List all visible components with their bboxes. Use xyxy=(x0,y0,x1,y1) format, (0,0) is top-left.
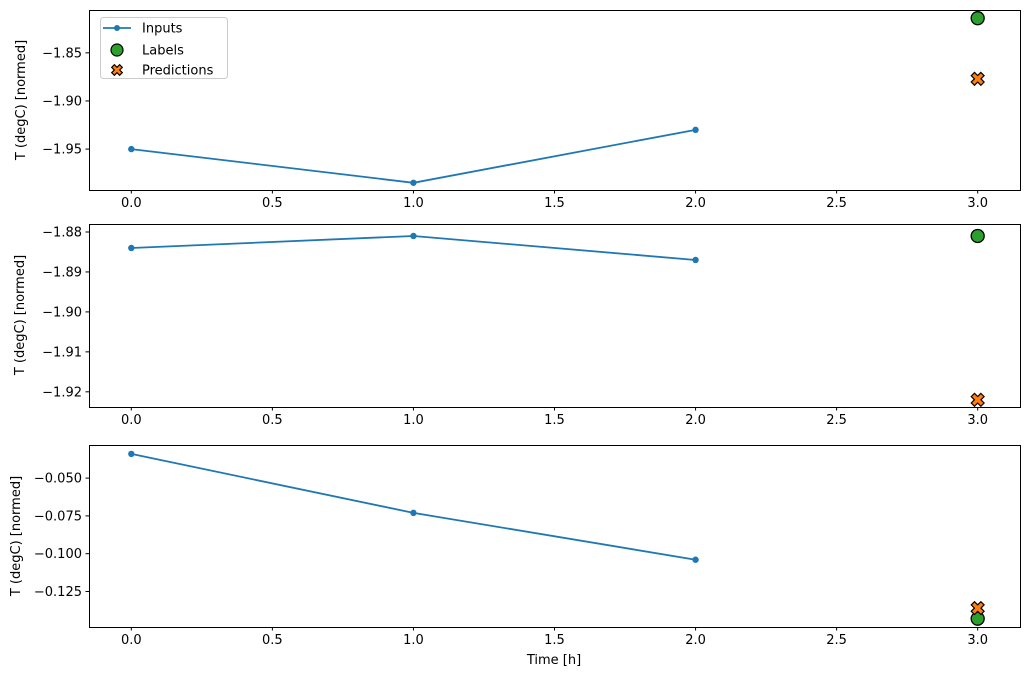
x-tick-label: 1.5 xyxy=(544,196,565,211)
y-tick-label: −0.075 xyxy=(34,509,82,524)
inputs-point xyxy=(128,450,135,458)
subplot-1: 0.0 0.5 1.0 1.5 2.0 2.5 3.0 −1.85 −1.90 −1.95 xyxy=(42,10,1021,211)
legend-predictions-x-icon xyxy=(110,63,124,77)
x-tick-label: 0.5 xyxy=(262,413,283,428)
y-tick-label: −1.92 xyxy=(42,385,82,400)
x-tick-label: 1.0 xyxy=(403,196,424,211)
inputs-point xyxy=(128,244,135,252)
x-axis-label: Time [h] xyxy=(526,653,581,668)
inputs-point xyxy=(692,126,699,134)
inputs-point xyxy=(692,556,699,563)
y-axis-label-subplot-1: T (degC) [normed] xyxy=(14,40,29,161)
inputs-point xyxy=(692,256,699,264)
legend-labels-circle-icon xyxy=(110,43,124,57)
inputs-line xyxy=(131,128,696,184)
x-tick-label: 1.0 xyxy=(403,633,424,648)
predictions-point xyxy=(970,600,985,616)
y-tick-label: −1.95 xyxy=(42,143,82,158)
x-tick-label: 2.5 xyxy=(826,413,847,428)
inputs-point xyxy=(128,145,135,153)
y-tick-label: −0.050 xyxy=(34,472,82,487)
labels-point xyxy=(970,228,985,244)
y-tick-label: −1.90 xyxy=(42,94,82,109)
y-tick-label: −1.89 xyxy=(42,265,82,280)
x-tick-label: 1.5 xyxy=(544,633,565,648)
legend-label-inputs: Inputs xyxy=(142,22,183,37)
y-tick-label: −1.88 xyxy=(42,225,82,240)
inputs-point xyxy=(410,509,417,517)
predictions-point xyxy=(970,392,985,408)
x-tick-label: 3.0 xyxy=(967,633,988,648)
legend-inputs-dot-icon xyxy=(114,25,120,31)
subplot-2: 0.0 0.5 1.0 1.5 2.0 2.5 3.0 −1.88 −1.89 −1.90 −1.9… xyxy=(42,224,1021,428)
legend: Inputs Labels Predictions xyxy=(100,17,228,79)
inputs-point xyxy=(410,179,417,186)
legend-frame xyxy=(100,17,228,79)
x-tick-label: 2.5 xyxy=(826,633,847,648)
x-tick-label: 2.0 xyxy=(685,413,706,428)
x-tick-label: 2.0 xyxy=(685,633,706,648)
x-tick-label: 0.5 xyxy=(262,633,283,648)
y-tick-label: −1.90 xyxy=(42,305,82,320)
x-tick-label: 0.0 xyxy=(121,633,142,648)
subplots-group: 0.0 0.5 1.0 1.5 2.0 2.5 3.0−1.85−1.90−1.950.0 0… xyxy=(34,10,1021,648)
legend-label-predictions: Predictions xyxy=(142,64,214,79)
x-tick-label: 2.0 xyxy=(685,196,706,211)
x-tick-label: 1.0 xyxy=(403,413,424,428)
x-tick-label: 0.5 xyxy=(262,196,283,211)
y-axis-label-subplot-3: T (degC) [normed] xyxy=(9,476,24,597)
plot-frame xyxy=(89,224,1021,408)
y-axis-label-subplot-2: T (degC) [normed] xyxy=(13,255,28,376)
legend-samples xyxy=(103,25,131,77)
labels-point xyxy=(970,611,985,626)
y-tick-label: −1.85 xyxy=(42,46,82,61)
x-tick-label: 3.0 xyxy=(967,413,988,428)
x-tick-label: 2.5 xyxy=(826,196,847,211)
x-tick-label: 1.5 xyxy=(544,413,565,428)
predictions-point xyxy=(970,71,985,87)
x-tick-label: 0.0 xyxy=(121,413,142,428)
y-tick-label: −0.125 xyxy=(34,585,82,600)
inputs-line xyxy=(131,235,696,261)
inputs-point xyxy=(410,232,417,240)
plot-frame xyxy=(89,10,1021,191)
labels-point xyxy=(970,11,985,26)
subplot-3: 0.0 0.5 1.0 1.5 2.0 2.5 3.0 −0.050 −0.075 −0.100 −… xyxy=(34,445,1021,648)
legend-label-labels: Labels xyxy=(142,44,184,59)
y-tick-label: −0.100 xyxy=(34,547,82,562)
inputs-line xyxy=(131,453,696,561)
y-tick-label: −1.91 xyxy=(42,345,82,360)
x-tick-label: 0.0 xyxy=(121,196,142,211)
x-tick-label: 3.0 xyxy=(967,196,988,211)
